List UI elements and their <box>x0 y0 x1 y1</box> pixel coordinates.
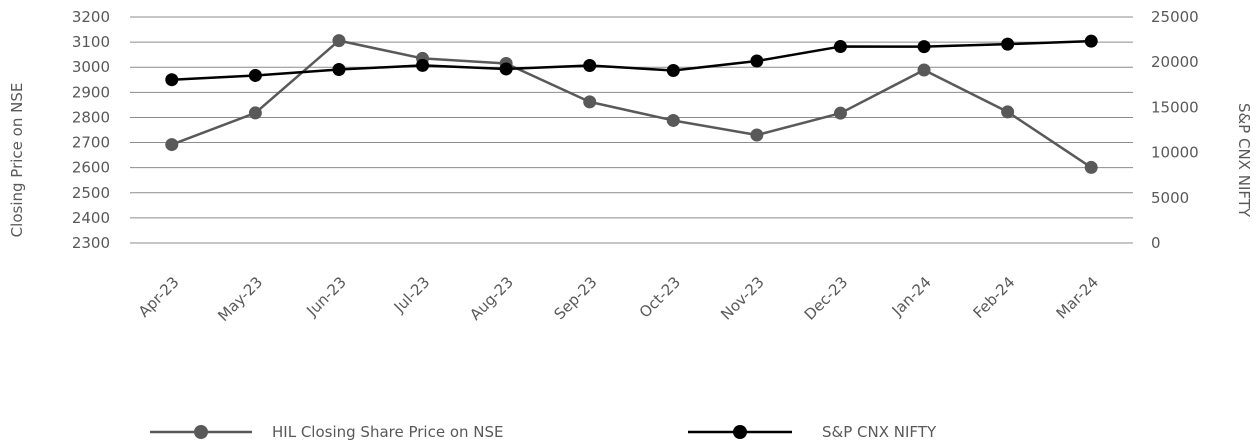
series-0-point <box>1084 160 1098 174</box>
series-1-point <box>1001 37 1015 51</box>
x-tick-label: Aug-23 <box>466 273 517 324</box>
series-1-point <box>750 54 764 68</box>
series-1-point <box>248 68 262 82</box>
legend-marker-hil <box>194 425 208 439</box>
left-axis-title: Closing Price on NSE <box>8 83 26 238</box>
x-tick-label: Oct-23 <box>636 273 684 321</box>
x-tick-label: Mar-24 <box>1053 273 1102 322</box>
legend-marker-nifty <box>733 425 747 439</box>
series-line-1 <box>171 39 1092 81</box>
right-tick-label: 15000 <box>1151 98 1199 116</box>
series-0-point <box>750 128 764 142</box>
series-0-point <box>583 95 597 109</box>
series-1-point <box>499 62 513 76</box>
x-tick-label: Jun-23 <box>302 273 349 320</box>
right-tick-label: 10000 <box>1151 144 1199 162</box>
left-tick-label: 3200 <box>72 8 110 26</box>
left-tick-label: 2600 <box>72 159 110 177</box>
series-0-point <box>248 106 262 120</box>
series-0-point <box>1001 105 1015 119</box>
legend-label-hil: HIL Closing Share Price on NSE <box>272 423 504 441</box>
right-tick-label: 25000 <box>1151 8 1199 26</box>
right-tick-label: 0 <box>1151 234 1161 252</box>
left-tick-label: 3100 <box>72 33 110 51</box>
x-tick-label: Nov-23 <box>717 273 767 323</box>
series-0-point <box>833 106 847 120</box>
x-tick-label: Apr-23 <box>135 273 183 321</box>
x-tick-label: Jan-24 <box>888 273 935 320</box>
x-tick-label: May-23 <box>214 273 266 325</box>
x-tick-label: Dec-23 <box>801 273 852 324</box>
left-tick-label: 3000 <box>72 58 110 76</box>
gridlines <box>130 16 1133 244</box>
left-axis-ticks: 2300 2400 2500 2600 2700 2800 2900 3000 3100 3200 <box>72 8 110 252</box>
series-1-point <box>666 64 680 78</box>
legend: HIL Closing Share Price on NSE S&P CNX N… <box>150 423 937 441</box>
series-1-point <box>583 58 597 72</box>
series-0-point <box>332 34 346 48</box>
left-tick-label: 2400 <box>72 209 110 227</box>
series-line-0 <box>171 39 1092 169</box>
x-axis-ticks: Apr-23 May-23 Jun-23 Jul-23 Aug-23 Sep-23 Oct-… <box>135 273 1102 325</box>
left-tick-label: 2700 <box>72 134 110 152</box>
legend-label-nifty: S&P CNX NIFTY <box>822 423 937 441</box>
series-0-point <box>165 138 179 152</box>
x-tick-label: Jul-23 <box>390 273 434 317</box>
right-axis-ticks: 0 5000 10000 15000 20000 25000 <box>1151 8 1199 252</box>
right-tick-label: 20000 <box>1151 53 1199 71</box>
series-0-point <box>666 113 680 127</box>
x-tick-label: Sep-23 <box>550 273 600 323</box>
left-tick-label: 2900 <box>72 83 110 101</box>
x-tick-label: Feb-24 <box>970 273 1019 322</box>
right-tick-label: 5000 <box>1151 189 1189 207</box>
legend-item-nifty: S&P CNX NIFTY <box>688 423 937 441</box>
right-axis-title: S&P CNX NIFTY <box>1235 103 1253 218</box>
series-1-point <box>416 58 430 72</box>
series-layer <box>165 34 1098 174</box>
series-1-point <box>917 40 931 54</box>
left-tick-label: 2300 <box>72 234 110 252</box>
series-1-point <box>833 40 847 54</box>
series-1-point <box>332 63 346 77</box>
series-1-point <box>1084 34 1098 48</box>
legend-item-hil: HIL Closing Share Price on NSE <box>150 423 504 441</box>
left-tick-label: 2800 <box>72 108 110 126</box>
left-tick-label: 2500 <box>72 184 110 202</box>
series-0-point <box>917 63 931 77</box>
series-1-point <box>165 73 179 87</box>
